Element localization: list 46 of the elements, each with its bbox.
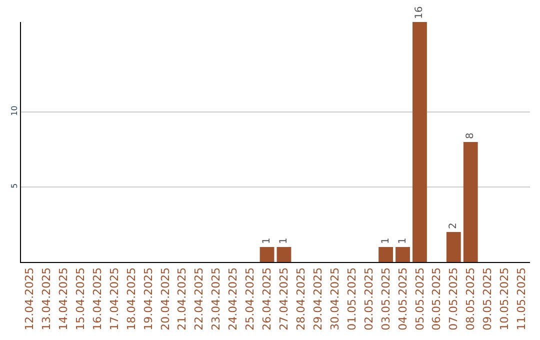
data-label: 1 xyxy=(278,238,290,244)
data-label: 1 xyxy=(262,238,273,244)
x-tick-label: 07.05.2025 xyxy=(447,267,460,330)
x-tick-label: 28.04.2025 xyxy=(294,267,308,330)
x-tick-label: 26.04.2025 xyxy=(260,267,274,330)
x-tick-label: 19.04.2025 xyxy=(142,267,155,330)
x-tick-label: 10.05.2025 xyxy=(498,267,512,330)
bar xyxy=(446,232,461,262)
x-tick-label: 12.04.2025 xyxy=(23,267,36,330)
x-tick-label: 16.04.2025 xyxy=(90,267,104,330)
data-label: 2 xyxy=(448,222,460,229)
x-tick-label: 06.05.2025 xyxy=(430,267,444,330)
x-tick-label: 20.04.2025 xyxy=(158,267,172,330)
bar xyxy=(276,247,292,262)
x-tick-label: 04.05.2025 xyxy=(396,267,410,330)
x-tick-label: 11.05.2025 xyxy=(515,267,528,330)
x-tick-label: 13.04.2025 xyxy=(40,267,54,330)
x-tick-label: 05.05.2025 xyxy=(413,267,426,330)
x-tick-label: 24.04.2025 xyxy=(226,267,240,330)
x-tick-label: 01.05.2025 xyxy=(345,267,358,330)
bar xyxy=(378,247,393,262)
x-tick-label: 30.04.2025 xyxy=(328,267,342,330)
x-tick-label: 27.04.2025 xyxy=(278,267,291,330)
y-tick-label: 5 xyxy=(10,183,19,188)
data-label: 8 xyxy=(465,132,476,139)
data-label: 1 xyxy=(397,238,408,244)
bar xyxy=(463,142,478,262)
x-tick-label: 03.05.2025 xyxy=(379,267,392,330)
x-tick-label: 02.05.2025 xyxy=(362,267,376,330)
x-tick-label: 22.04.2025 xyxy=(192,267,206,330)
x-tick-label: 15.04.2025 xyxy=(74,267,87,330)
data-label: 1 xyxy=(380,238,392,244)
y-tick-label: 10 xyxy=(10,106,19,116)
bar xyxy=(396,247,410,262)
x-tick-label: 29.04.2025 xyxy=(311,267,324,330)
x-tick-label: 18.04.2025 xyxy=(124,267,138,330)
x-tick-label: 23.04.2025 xyxy=(210,267,223,330)
bar xyxy=(412,22,427,262)
x-tick-label: 17.04.2025 xyxy=(108,267,121,330)
x-tick-label: 21.04.2025 xyxy=(176,267,189,330)
bar xyxy=(260,247,274,262)
x-tick-label: 25.04.2025 xyxy=(244,267,257,330)
data-label: 16 xyxy=(414,6,426,19)
x-tick-label: 09.05.2025 xyxy=(481,267,494,330)
x-tick-label: 08.05.2025 xyxy=(464,267,478,330)
x-tick-label: 14.04.2025 xyxy=(56,267,70,330)
